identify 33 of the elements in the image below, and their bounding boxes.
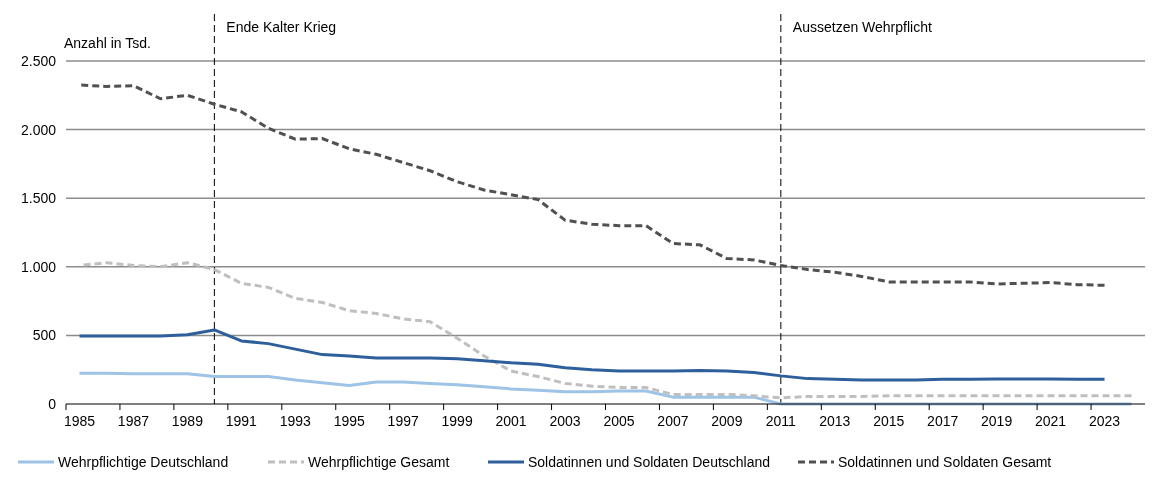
x-tick-label: 1991 [225,413,258,429]
x-tick-label: 2023 [1088,413,1121,429]
y-axis-title: Anzahl in Tsd. [64,35,151,51]
x-tick-label: 1995 [333,413,366,429]
legend-label: Soldatinnen und Soldaten Gesamt [838,453,1052,470]
y-tick-label: 500 [32,327,57,344]
x-tick-label: 1997 [387,413,419,429]
x-tick-label: 1989 [171,413,204,429]
x-tick-label: 1987 [117,413,150,429]
x-tick-label: 2003 [549,413,581,429]
x-tick-label: 2001 [495,413,527,429]
x-tick-label: 2015 [873,413,905,429]
x-tick-label: 1985 [63,413,96,429]
x-tick-label: 2009 [711,413,743,429]
y-tick-label: 1.500 [20,190,57,207]
x-tick-label: 2007 [657,413,689,429]
y-tick-label: 1.000 [20,258,57,275]
legend-label: Soldatinnen und Soldaten Deutschland [528,453,771,470]
x-tick-label: 2017 [927,413,959,429]
ref-line-label: Ende Kalter Krieg [226,19,337,35]
x-tick-label: 1993 [279,413,312,429]
y-tick-label: 2.500 [20,52,57,69]
y-tick-label: 2.000 [20,121,57,138]
x-tick-label: 1999 [441,413,473,429]
ref-line-label: Aussetzen Wehrpflicht [792,19,932,35]
x-tick-label: 2005 [603,413,635,429]
legend-label: Wehrpflichtige Deutschland [58,453,229,470]
x-tick-label: 2013 [819,413,851,429]
x-tick-label: 2019 [981,413,1013,429]
legend-label: Wehrpflichtige Gesamt [308,453,450,470]
y-tick-label: 0 [48,395,57,412]
x-tick-label: 2011 [765,413,797,429]
x-tick-label: 2021 [1035,413,1067,429]
